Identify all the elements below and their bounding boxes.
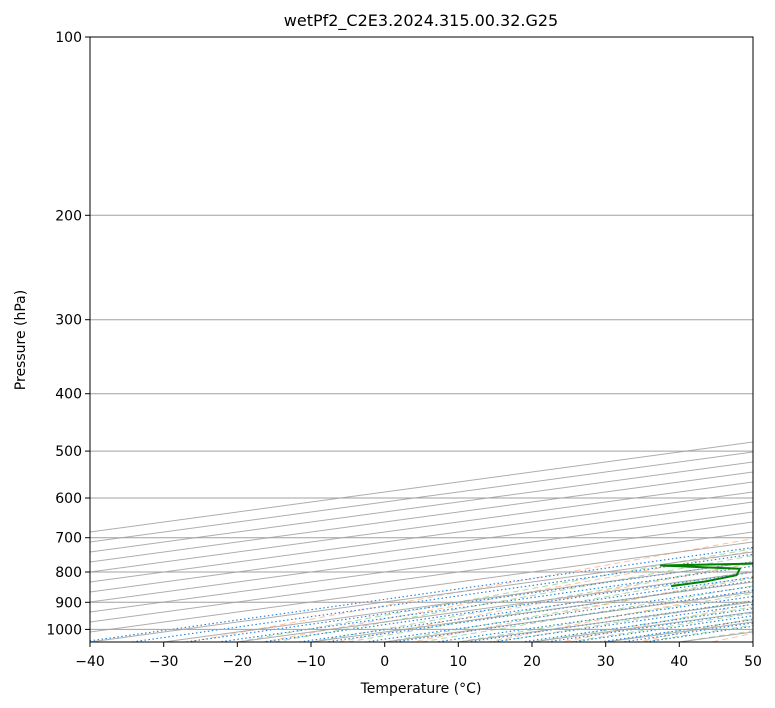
isotherm-line xyxy=(90,451,753,543)
y-tick-label: 100 xyxy=(55,30,82,46)
mixing-ratio-line xyxy=(572,615,753,642)
y-tick-label: 600 xyxy=(55,491,82,507)
y-tick-label: 700 xyxy=(55,531,82,547)
y-tick-label: 400 xyxy=(55,387,82,403)
x-tick-label: 0 xyxy=(380,654,389,670)
x-tick-label: −20 xyxy=(223,654,253,670)
isotherm-line xyxy=(90,511,753,603)
mixing-ratio-line xyxy=(218,565,753,642)
pressure-gridlines xyxy=(90,37,753,630)
moist-adiabat xyxy=(237,548,753,642)
moist-adiabat xyxy=(347,569,753,642)
isotherm-line xyxy=(90,501,753,593)
isotherm-line xyxy=(90,471,753,563)
x-tick-label: −30 xyxy=(149,654,179,670)
isotherm-line xyxy=(90,531,753,623)
plot-background xyxy=(90,37,753,642)
chart-title: wetPf2_C2E3.2024.315.00.32.G25 xyxy=(284,11,558,31)
x-axis-label: Temperature (°C) xyxy=(360,681,482,697)
dry-adiabat xyxy=(263,550,753,642)
x-tick-label: 40 xyxy=(670,654,688,670)
y-axis-label: Pressure (hPa) xyxy=(13,290,29,390)
mixing-ratio-line xyxy=(90,546,753,642)
mixing-ratio-line xyxy=(522,608,753,642)
x-tick-label: −40 xyxy=(75,654,105,670)
y-tick-label: 800 xyxy=(55,565,82,581)
isotherm-line xyxy=(90,461,753,553)
x-tick-label: 10 xyxy=(449,654,467,670)
x-tick-label: 50 xyxy=(744,654,762,670)
y-tick-label: 300 xyxy=(55,313,82,329)
x-tick-label: −10 xyxy=(296,654,326,670)
y-tick-label: 900 xyxy=(55,595,82,611)
moist-adiabat xyxy=(421,585,753,642)
dry-adiabat xyxy=(338,562,753,642)
y-tick-label: 200 xyxy=(55,208,82,224)
x-tick-label: 30 xyxy=(597,654,615,670)
isotherm-line xyxy=(90,521,753,613)
y-axis: 100 200 300 400 500 600 700 800 900 1000 xyxy=(46,30,90,638)
x-axis: −40 −30 −20 −10 0 10 20 30 40 50 xyxy=(75,642,762,670)
isotherm-line xyxy=(752,641,753,642)
isotherm-line xyxy=(90,481,753,573)
y-tick-label: 500 xyxy=(55,444,82,460)
plot-frame xyxy=(89,36,754,643)
isotherm-line xyxy=(90,491,753,583)
x-tick-label: 20 xyxy=(523,654,541,670)
y-tick-label: 1000 xyxy=(46,622,82,638)
